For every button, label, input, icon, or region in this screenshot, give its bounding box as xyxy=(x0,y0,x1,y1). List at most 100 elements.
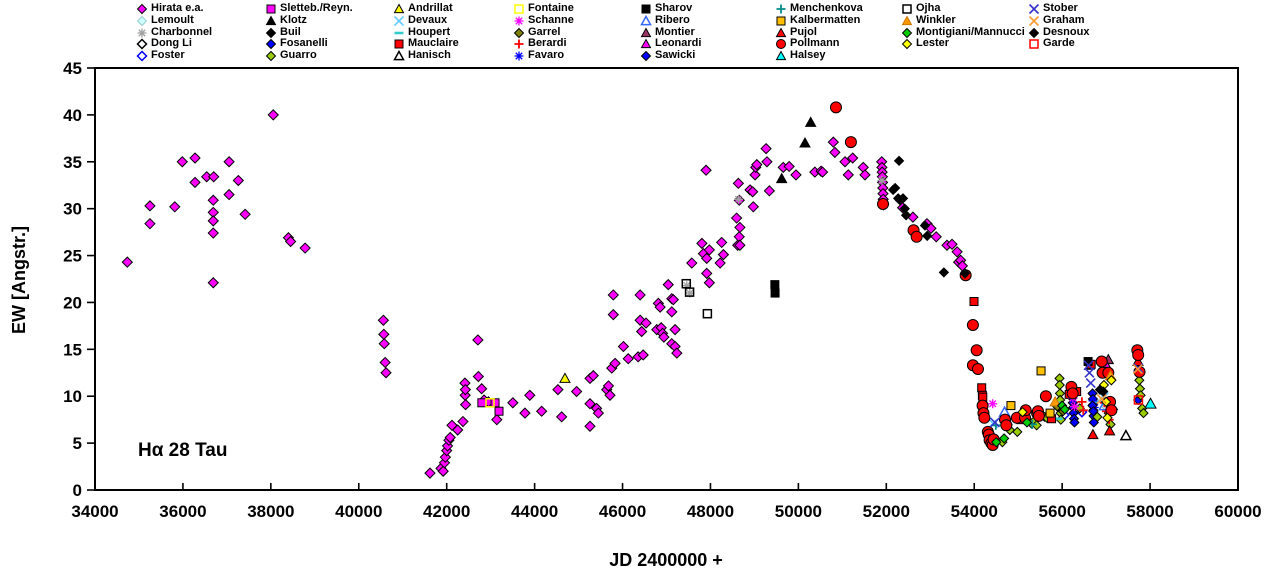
legend-entry-ojha: Ojha xyxy=(901,2,1025,15)
legend-entry-hanisch: Hanisch xyxy=(393,49,459,62)
series-pujol xyxy=(1087,355,1144,440)
legend-label: Favaro xyxy=(528,49,565,62)
legend-entry-devaux: Devaux xyxy=(393,14,459,27)
stober-marker-icon xyxy=(1028,3,1040,14)
x-tick-label: 48000 xyxy=(687,502,734,521)
lemoult-marker-icon xyxy=(136,15,148,26)
legend-entry-menchenkova: Menchenkova xyxy=(775,2,863,15)
legend-entry-lester: Lester xyxy=(901,38,1025,50)
desnoux-marker-icon xyxy=(1028,27,1040,38)
legend-label: Foster xyxy=(151,49,185,62)
legend-column: Sletteb./Reyn. Klotz Buil Fosanelli Guarro xyxy=(265,2,353,62)
legend-label: Sawicki xyxy=(655,49,696,62)
legend-label: Guarro xyxy=(280,49,317,62)
favaro-marker-icon xyxy=(514,51,524,61)
kalbermatten-marker-icon xyxy=(776,16,786,26)
foster-marker-icon xyxy=(136,50,148,62)
legend-entry-pollmann: Pollmann xyxy=(775,38,863,50)
legend-entry-winkler: Winkler xyxy=(901,14,1025,27)
berardi-marker-icon xyxy=(514,39,524,49)
fontaine-marker-icon xyxy=(514,4,524,14)
x-tick-label: 52000 xyxy=(863,502,910,521)
legend-label: Halsey xyxy=(790,49,826,62)
x-tick-label: 42000 xyxy=(423,502,470,521)
legend-entry-houpert: Houpert xyxy=(393,25,459,39)
legend-label: Menchenkova xyxy=(790,2,863,14)
graham-marker-icon xyxy=(1028,15,1040,26)
legend-entry-guarro: Guarro xyxy=(265,49,353,62)
y-tick-label: 0 xyxy=(73,481,82,500)
series-kalbermatten xyxy=(1006,366,1055,418)
ojha-marker-icon xyxy=(902,4,912,14)
x-tick-label: 50000 xyxy=(775,502,822,521)
legend-entry-desnoux: Desnoux xyxy=(1028,26,1089,39)
x-axis-title: JD 2400000 + xyxy=(609,550,723,570)
legend: Hirata e.a. Lemoult Charbonnel Dong Li Foste… xyxy=(0,0,1276,64)
legend-label: Garrel xyxy=(528,25,561,38)
legend-entry-pujol: Pujol xyxy=(775,25,863,39)
guarro-marker-icon xyxy=(265,50,277,62)
legend-column: Andrillat Devaux Houpert Mauclaire Hanisch xyxy=(393,2,459,62)
legend-column: Stober Graham Desnoux Garde xyxy=(1028,2,1089,50)
legend-label: Charbonnel xyxy=(151,25,213,38)
legend-label: Montigiani/Mannucci xyxy=(916,25,1025,38)
legend-column: Hirata e.a. Lemoult Charbonnel Dong Li Foste… xyxy=(136,2,213,62)
y-tick-label: 30 xyxy=(63,200,82,219)
legend-entry-sharov: Sharov xyxy=(640,2,701,15)
legend-entry-montigiani-mannucci: Montigiani/Mannucci xyxy=(901,25,1025,39)
legend-entry-halsey: Halsey xyxy=(775,49,863,62)
legend-label: Montier xyxy=(655,25,695,38)
legend-label: Schanne xyxy=(528,13,574,26)
montier-marker-icon xyxy=(640,26,652,37)
legend-label: Leonardi xyxy=(655,37,702,50)
series-andrillat xyxy=(559,372,571,383)
legend-label: Hanisch xyxy=(408,49,451,62)
legend-label: Buil xyxy=(280,25,301,38)
klotz-marker-icon xyxy=(265,15,277,25)
series-hirata-e-a xyxy=(121,109,969,479)
hirata-e-a-marker-icon xyxy=(136,3,148,15)
legend-label: Sletteb./Reyn. xyxy=(280,2,353,14)
legend-label: Stober xyxy=(1043,2,1078,14)
legend-entry-montier: Montier xyxy=(640,25,701,39)
legend-label: Ribero xyxy=(655,13,690,26)
series-montigiani-mannucci xyxy=(991,400,1070,448)
legend-entry-stober: Stober xyxy=(1028,2,1089,15)
garde-marker-icon xyxy=(1029,39,1039,50)
legend-entry-kalbermatten: Kalbermatten xyxy=(775,14,863,27)
legend-entry-mauclaire: Mauclaire xyxy=(393,38,459,50)
y-tick-label: 45 xyxy=(63,59,82,78)
legend-entry-foster: Foster xyxy=(136,49,212,62)
legend-entry-favaro: Favaro xyxy=(513,49,574,62)
series-hanisch xyxy=(1119,429,1133,441)
legend-label: Lester xyxy=(916,37,950,50)
ribero-marker-icon xyxy=(640,14,652,26)
x-tick-label: 46000 xyxy=(599,502,646,521)
sharov-marker-icon xyxy=(641,4,651,14)
legend-label: Klotz xyxy=(280,13,307,26)
series-lester xyxy=(1017,375,1117,423)
legend-entry-klotz: Klotz xyxy=(265,13,353,27)
series-pollmann xyxy=(829,101,1146,451)
legend-label: Houpert xyxy=(408,25,451,38)
y-tick-label: 40 xyxy=(63,106,82,125)
x-tick-label: 40000 xyxy=(335,502,382,521)
montigiani-mannucci-marker-icon xyxy=(901,27,913,38)
series-sharov xyxy=(770,280,1093,367)
legend-entry-berardi: Berardi xyxy=(513,38,574,50)
legend-entry-sawicki: Sawicki xyxy=(640,49,701,62)
series-klotz xyxy=(775,116,817,184)
series-buil xyxy=(887,155,933,242)
sletteb-reyn-marker-icon xyxy=(266,4,276,14)
x-tick-label: 36000 xyxy=(159,502,206,521)
y-tick-label: 35 xyxy=(63,153,82,172)
x-tick-label: 54000 xyxy=(951,502,998,521)
plot-annotation: Hα 28 Tau xyxy=(138,440,227,461)
x-tick-label: 58000 xyxy=(1126,502,1173,521)
legend-label: Pujol xyxy=(790,25,817,38)
y-tick-label: 10 xyxy=(63,387,82,406)
legend-label: Andrillat xyxy=(408,2,453,14)
x-tick-label: 60000 xyxy=(1214,502,1261,521)
legend-label: Fontaine xyxy=(528,2,574,14)
lester-marker-icon xyxy=(901,39,913,50)
